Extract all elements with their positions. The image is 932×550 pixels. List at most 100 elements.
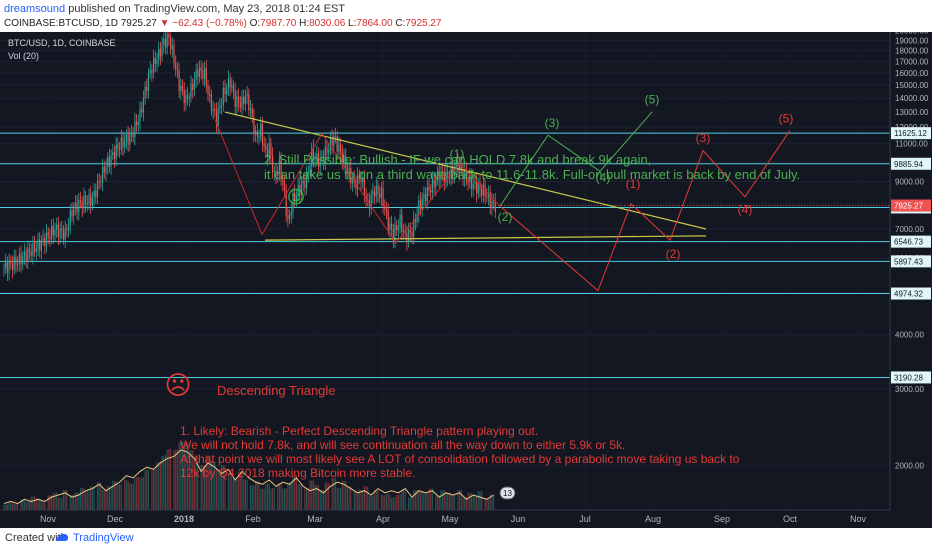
candle-body (40, 240, 42, 251)
volume-bar (115, 481, 117, 510)
volume-bar (51, 495, 53, 510)
candle-body (120, 137, 122, 150)
volume-bar (290, 482, 292, 510)
candle-body (280, 159, 282, 181)
volume-bar (195, 457, 197, 510)
candle-body (272, 155, 274, 173)
bullish-wave-label: (2) (498, 210, 513, 224)
volume-bar (224, 465, 226, 510)
candle-body (226, 89, 228, 95)
chart-svg[interactable]: (1)(2)(3)(4)(5)(1)(2)(3)(4)(5) 20000.001… (0, 25, 932, 528)
candle-body (28, 248, 31, 252)
candle-body (283, 182, 286, 191)
volume-bar (141, 477, 143, 510)
volume-bar (307, 488, 309, 510)
candle-body (73, 208, 75, 217)
time-axis[interactable]: Nov Dec 2018 Feb Mar Apr May Jun Jul Aug Sep Oct Nov (0, 509, 890, 524)
volume-bar (472, 495, 474, 510)
volume-bar (413, 490, 415, 510)
volume-bar (32, 496, 34, 510)
volume-bar (102, 489, 104, 510)
volume-bar (418, 492, 420, 510)
candle-body (197, 70, 199, 78)
candle-body (69, 210, 71, 226)
volume-bar (185, 443, 187, 510)
close-label: C: (395, 18, 406, 29)
volume-bar (397, 494, 399, 510)
volume-bar (139, 477, 141, 510)
candle-body (185, 95, 187, 104)
last-price-tag (891, 199, 931, 212)
candle-body (176, 68, 178, 71)
candle-body (166, 33, 168, 48)
candle-body (266, 149, 269, 158)
candle-body (460, 163, 462, 170)
candle-body (278, 159, 280, 172)
volume-bar (300, 483, 303, 510)
volume-bar (125, 480, 127, 510)
candle-body (91, 197, 93, 206)
author-link[interactable]: dreamsound (4, 3, 66, 15)
candle-body (476, 181, 478, 194)
volume-bar (489, 494, 491, 510)
volume-bar (324, 482, 326, 510)
candle-body (190, 83, 192, 98)
price-tick-label: 4000.00 (895, 331, 924, 340)
volume-bar (73, 495, 75, 510)
bearish-wave-line (499, 130, 791, 292)
volume-bar (358, 489, 360, 510)
volume-bar (187, 442, 189, 510)
volume-bar (120, 484, 122, 510)
volume-bar (42, 500, 44, 510)
volume-bar (241, 472, 243, 510)
candle-body (44, 237, 46, 246)
candle-body (431, 179, 433, 193)
volume-bar (285, 488, 287, 510)
volume-bar (129, 483, 131, 510)
volume-bar (389, 494, 391, 510)
volume-bar (258, 481, 260, 510)
chart-area[interactable]: (1)(2)(3)(4)(5)(1)(2)(3)(4)(5) 20000.001… (0, 25, 932, 528)
triangle-upper-line (224, 111, 707, 230)
candle-body (224, 87, 226, 95)
time-tick-label: Nov (850, 514, 867, 524)
candle-body (195, 70, 197, 81)
volume-bar (239, 472, 241, 510)
volume-bar (306, 488, 308, 510)
volume-bar (166, 449, 168, 510)
candle-body (341, 152, 343, 164)
volume-bar (147, 469, 150, 510)
publish-date: published on TradingView.com, May 23, 20… (68, 3, 346, 15)
candle-body (333, 136, 335, 146)
volume-bar (428, 488, 430, 510)
volume-bar (292, 475, 294, 510)
candle-body (214, 108, 216, 111)
high-label: H: (299, 18, 310, 29)
volume-bar (112, 480, 114, 510)
candle-body (42, 237, 44, 241)
volume-bar (124, 479, 126, 510)
volume-bar (64, 490, 66, 510)
candle-body (438, 170, 440, 180)
volume-bar (244, 479, 246, 510)
tradingview-brand-link[interactable]: TradingView (73, 532, 134, 544)
candle-body (212, 108, 214, 111)
candle-body (406, 233, 408, 243)
volume-bar (474, 495, 476, 510)
volume-bar (333, 477, 335, 510)
candle-body (79, 199, 82, 203)
candle-body (192, 83, 194, 90)
bearish-text-line3: At that point we will most likely see A … (180, 452, 740, 466)
volume-bar (283, 488, 286, 510)
time-tick-label: Nov (40, 514, 57, 524)
candle-body (173, 45, 175, 64)
volume-bar (13, 504, 15, 510)
candle-body (380, 188, 382, 198)
candle-body (430, 190, 432, 193)
volume-bar (86, 490, 88, 510)
candle-body (34, 242, 36, 252)
volume-bar (374, 489, 376, 510)
volume-bar (136, 477, 138, 510)
volume-bar (119, 484, 121, 510)
